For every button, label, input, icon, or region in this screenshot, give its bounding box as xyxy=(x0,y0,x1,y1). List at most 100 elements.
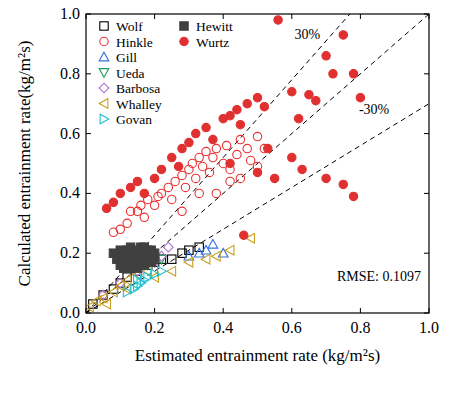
point xyxy=(312,97,320,105)
legend-marker xyxy=(100,22,108,30)
point xyxy=(243,100,251,108)
legend-label: Wolf xyxy=(116,19,143,34)
y-tick xyxy=(424,133,429,134)
point xyxy=(140,189,148,197)
point xyxy=(102,204,110,212)
point xyxy=(260,102,268,110)
point xyxy=(168,153,176,161)
point xyxy=(123,219,131,227)
series xyxy=(86,233,254,311)
x-tick xyxy=(291,308,292,313)
point xyxy=(195,189,203,197)
x-tick-label: 1.0 xyxy=(419,319,439,336)
point xyxy=(109,198,117,206)
point xyxy=(298,165,306,173)
point xyxy=(233,105,241,113)
reference-label: -30% xyxy=(359,102,390,117)
point xyxy=(349,70,357,78)
point xyxy=(212,251,221,261)
y-tick xyxy=(424,253,429,254)
series xyxy=(102,16,364,240)
point xyxy=(225,245,234,255)
point xyxy=(157,165,165,173)
y-tick xyxy=(86,253,91,254)
x-tick-label: 0.8 xyxy=(350,319,370,336)
point xyxy=(133,264,141,272)
reference-line xyxy=(86,14,429,313)
point xyxy=(356,94,364,102)
series xyxy=(98,242,173,300)
y-tick-label: 0.2 xyxy=(60,244,80,261)
frame xyxy=(86,14,429,313)
x-tick xyxy=(360,14,361,19)
x-tick xyxy=(429,14,430,19)
x-tick xyxy=(86,14,87,19)
point xyxy=(226,159,234,167)
x-tick xyxy=(360,308,361,313)
point xyxy=(294,114,302,122)
y-tick xyxy=(86,313,91,314)
point xyxy=(126,183,134,191)
reference-line xyxy=(86,104,429,313)
legend-marker xyxy=(99,99,108,109)
point xyxy=(168,195,176,203)
point xyxy=(288,153,296,161)
point xyxy=(150,201,158,209)
point xyxy=(226,111,234,119)
x-tick xyxy=(154,14,155,19)
point xyxy=(116,246,124,254)
point xyxy=(158,266,167,276)
y-tick-label: 0.4 xyxy=(60,184,80,201)
point xyxy=(178,171,186,179)
legend-label: Whalley xyxy=(116,97,162,112)
legend-label: Hinkle xyxy=(116,35,153,50)
point xyxy=(209,153,217,161)
point xyxy=(192,174,200,182)
point xyxy=(305,91,313,99)
y-tick xyxy=(424,14,429,15)
legend-label: Gill xyxy=(116,50,137,65)
chart: 30%-30%0.00.20.40.60.81.00.00.20.40.60.8… xyxy=(0,0,460,393)
legend-marker xyxy=(180,37,188,45)
x-tick xyxy=(291,14,292,19)
y-tick-label: 0.6 xyxy=(60,125,80,142)
point xyxy=(339,180,347,188)
y-tick xyxy=(86,193,91,194)
point xyxy=(208,239,218,248)
y-tick-label: 1.0 xyxy=(60,5,80,22)
x-tick xyxy=(223,308,224,313)
y-tick xyxy=(86,14,91,15)
point xyxy=(150,255,158,263)
point xyxy=(195,153,203,161)
point xyxy=(157,189,165,197)
point xyxy=(174,162,182,170)
x-tick xyxy=(154,308,155,313)
point xyxy=(188,159,196,167)
point xyxy=(329,70,337,78)
y-tick xyxy=(424,193,429,194)
point xyxy=(164,183,172,191)
point xyxy=(202,123,210,131)
point xyxy=(253,168,261,176)
y-tick-label: 0.8 xyxy=(60,65,80,82)
x-axis-title: Estimated entrainment rate (kg/m²s) xyxy=(135,346,380,365)
point xyxy=(178,144,186,152)
series xyxy=(89,243,204,308)
point xyxy=(233,150,241,158)
point xyxy=(178,207,186,215)
annotation: RMSE: 0.1097 xyxy=(337,269,421,284)
point xyxy=(212,189,220,197)
point xyxy=(322,52,330,60)
legend: WolfHinkleGillUedaBarbosaWhalleyGovanHew… xyxy=(99,19,233,127)
point xyxy=(86,302,93,312)
reference-label: 30% xyxy=(294,27,320,42)
point xyxy=(171,177,179,185)
point xyxy=(246,156,254,164)
series xyxy=(109,243,159,272)
point xyxy=(205,168,213,176)
point xyxy=(137,201,145,209)
point xyxy=(243,144,251,152)
point xyxy=(198,162,206,170)
point xyxy=(109,287,118,297)
point xyxy=(185,138,193,146)
